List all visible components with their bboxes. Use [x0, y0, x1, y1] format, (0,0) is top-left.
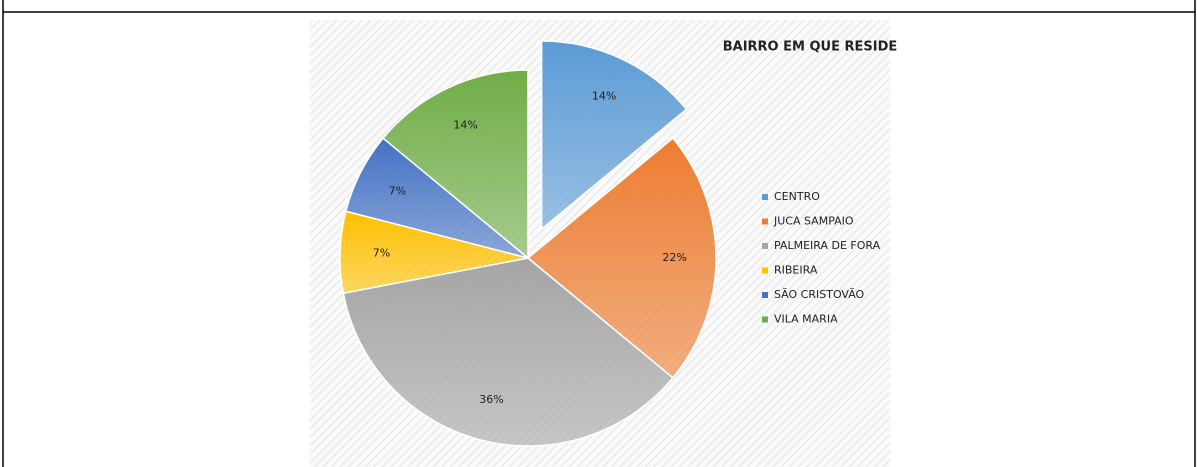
data-label: 7%: [373, 246, 390, 259]
legend-swatch: [762, 292, 768, 298]
pie-slice: [540, 40, 688, 231]
data-label: 14%: [453, 118, 477, 131]
legend-label: PALMEIRA DE FORA: [774, 239, 881, 252]
legend-swatch: [762, 316, 768, 323]
legend-swatch: [762, 194, 768, 200]
pie-slice: [382, 69, 529, 260]
legend-swatch: [762, 243, 768, 249]
chart-title: BAIRRO EM QUE RESIDE: [723, 40, 898, 55]
pie-slice: [526, 137, 717, 379]
legend-label: CENTRO: [774, 190, 820, 203]
data-label: 22%: [662, 251, 686, 264]
legend-label: VILA MARIA: [774, 313, 838, 326]
legend-label: SÃO CRISTOVÃO: [774, 288, 865, 301]
legend-swatch: [762, 218, 768, 225]
data-label: 7%: [389, 184, 406, 197]
legend-label: JUCA SAMPAIO: [773, 215, 854, 228]
legend-label: RIBEIRA: [774, 264, 818, 277]
data-label: 14%: [592, 89, 616, 102]
pie-slice: [342, 257, 674, 447]
legend-swatch: [762, 267, 768, 274]
data-label: 36%: [479, 393, 503, 406]
